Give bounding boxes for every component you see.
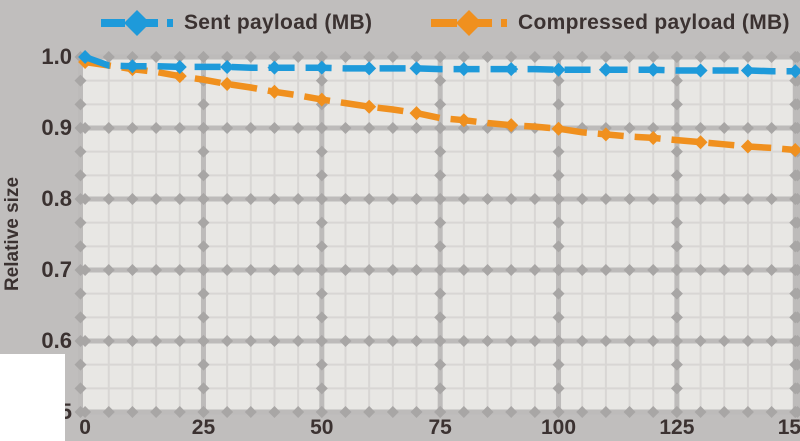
- white-patch: [0, 354, 65, 441]
- y-tick-label: 0.6: [41, 328, 72, 353]
- legend-line-sample-orange: [431, 10, 507, 36]
- x-tick-label: 25: [191, 416, 216, 439]
- y-axis-title: Relative size: [2, 176, 23, 292]
- chart-legend: Sent payload (MB) Compressed payload (MB…: [0, 0, 800, 46]
- x-tick-label: 125: [659, 416, 695, 439]
- y-tick-label: 0.9: [41, 115, 72, 140]
- legend-diamond-marker-blue: [124, 10, 150, 36]
- x-tick-label: 50: [310, 416, 334, 439]
- legend-item-compressed-payload: Compressed payload (MB): [430, 6, 790, 40]
- legend-label-sent-payload: Sent payload (MB): [184, 11, 373, 34]
- legend-line-sample-blue: [101, 10, 173, 36]
- y-tick-label: 1.0: [41, 44, 72, 69]
- legend-label-compressed-payload: Compressed payload (MB): [518, 11, 790, 34]
- legend-diamond-marker-orange: [456, 10, 482, 36]
- x-tick-label: 100: [541, 416, 577, 439]
- x-tick-label: 0: [79, 416, 91, 439]
- x-tick-label: 75: [428, 416, 452, 439]
- x-tick-label: 150: [777, 416, 800, 439]
- legend-item-sent-payload: Sent payload (MB): [100, 6, 372, 40]
- y-tick-label: 0.7: [41, 257, 72, 282]
- y-tick-label: 0.8: [41, 186, 72, 211]
